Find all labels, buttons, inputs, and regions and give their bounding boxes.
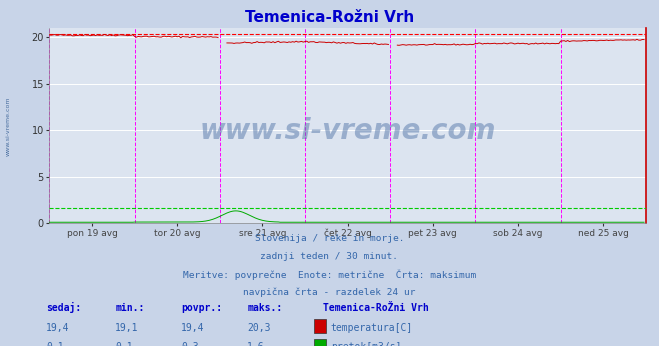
Text: Slovenija / reke in morje.: Slovenija / reke in morje. (255, 234, 404, 243)
Text: temperatura[C]: temperatura[C] (331, 323, 413, 333)
Text: povpr.:: povpr.: (181, 303, 222, 313)
Text: 0,3: 0,3 (181, 342, 199, 346)
Text: 0,1: 0,1 (46, 342, 64, 346)
Text: sedaj:: sedaj: (46, 302, 81, 313)
Text: 1,6: 1,6 (247, 342, 265, 346)
Text: Meritve: povprečne  Enote: metrične  Črta: maksimum: Meritve: povprečne Enote: metrične Črta:… (183, 270, 476, 280)
Text: min.:: min.: (115, 303, 145, 313)
Text: Temenica-Rožni Vrh: Temenica-Rožni Vrh (245, 10, 414, 25)
Text: 19,1: 19,1 (115, 323, 139, 333)
Text: www.si-vreme.com: www.si-vreme.com (200, 117, 496, 145)
Text: 0,1: 0,1 (115, 342, 133, 346)
Text: zadnji teden / 30 minut.: zadnji teden / 30 minut. (260, 252, 399, 261)
Text: 20,3: 20,3 (247, 323, 271, 333)
Text: Temenica-RoŽni Vrh: Temenica-RoŽni Vrh (323, 303, 428, 313)
Text: 19,4: 19,4 (46, 323, 70, 333)
Text: pretok[m3/s]: pretok[m3/s] (331, 342, 401, 346)
Text: 19,4: 19,4 (181, 323, 205, 333)
Text: maks.:: maks.: (247, 303, 282, 313)
Text: www.si-vreme.com: www.si-vreme.com (5, 97, 11, 156)
Text: navpična črta - razdelek 24 ur: navpična črta - razdelek 24 ur (243, 288, 416, 297)
